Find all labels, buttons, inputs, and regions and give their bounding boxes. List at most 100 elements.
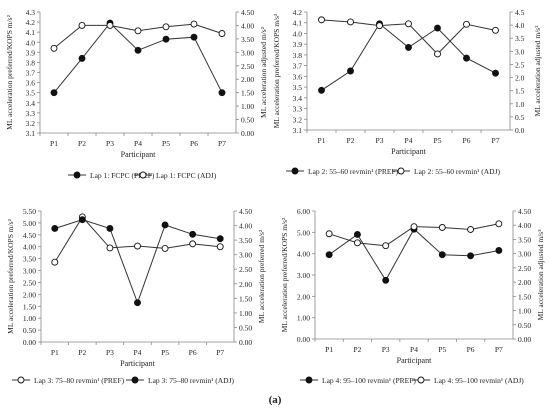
legend-marker	[291, 167, 299, 175]
left-tick-label: 4.2	[26, 18, 36, 27]
series-2-point	[189, 230, 197, 238]
x-axis-title: Participant	[397, 356, 432, 365]
right-tick-label: 1.00	[239, 309, 252, 318]
series-2-point	[382, 242, 390, 250]
left-tick-label: 3.8	[26, 58, 36, 67]
left-tick-label: 4.00	[297, 250, 310, 259]
right-tick-label: 4.00	[241, 21, 254, 30]
x-tick-label: P6	[189, 348, 197, 357]
x-tick-label: P3	[106, 348, 114, 357]
x-tick-label: P5	[162, 139, 170, 148]
right-axis-title: ML acceleration adjusted m/s²	[536, 229, 545, 321]
left-tick-label: 4.0	[26, 38, 36, 47]
series-2-point	[106, 21, 114, 29]
series-2-point	[78, 21, 86, 29]
series-1-point	[353, 231, 361, 238]
left-tick-label: 4.0	[293, 29, 303, 38]
series-2-point	[325, 230, 333, 238]
left-tick-label: 2.50	[23, 278, 36, 287]
x-tick-label: P2	[353, 345, 361, 354]
chart-2: 3.13.23.33.43.53.63.73.83.94.04.14.20.00…	[272, 8, 542, 176]
x-tick-label: P2	[347, 136, 355, 145]
left-tick-label: 3.9	[26, 48, 36, 57]
left-tick-label: 3.7	[293, 62, 303, 71]
left-tick-label: 3.6	[26, 79, 36, 88]
left-tick-label: 5.50	[23, 207, 36, 216]
left-tick-label: 0.50	[23, 326, 36, 335]
chart-4: 0.00 1.00 2.00 3.00 4.00 5.00 6.00 0.00 0.50 1.00…	[280, 207, 545, 385]
series-1-point	[51, 258, 59, 266]
series-2-point	[495, 220, 503, 228]
series-2-point	[51, 225, 59, 232]
legend-marker	[73, 171, 81, 179]
series-1-point	[434, 24, 441, 32]
series-1-point	[218, 89, 226, 97]
legend-label: Lap 4: 95–100 revmin¹ (PREF)	[322, 376, 416, 385]
left-tick-label: 3.00	[23, 267, 36, 276]
right-tick-label: 2.5	[515, 60, 525, 69]
right-tick-label: 0.00	[518, 335, 531, 344]
x-tick-label: P5	[434, 136, 442, 145]
series-2-point	[353, 239, 361, 247]
left-tick-label: 3.1	[26, 129, 36, 138]
series-1-point	[162, 35, 170, 43]
left-tick-label: 3.6	[293, 72, 303, 81]
right-tick-label: 2.50	[241, 62, 254, 71]
x-tick-label: P3	[376, 136, 384, 145]
series-1-line	[54, 216, 221, 263]
legend-marker	[131, 376, 139, 384]
left-axis-title: ML acceleration preferred/KOPS m/s²	[280, 217, 289, 332]
series-2-point	[318, 16, 325, 24]
series-2-point	[410, 223, 418, 231]
legend-marker	[397, 167, 405, 175]
right-tick-label: 3.50	[241, 35, 254, 44]
x-tick-label: P2	[78, 348, 86, 357]
right-tick-label: 4.50	[518, 207, 531, 216]
series-2-point	[162, 23, 170, 31]
series-2-point	[467, 226, 475, 233]
right-tick-label: 3.00	[518, 250, 531, 259]
series-2-point	[106, 225, 114, 232]
left-tick-label: 6.00	[297, 207, 310, 216]
right-tick-label: 3.00	[239, 251, 252, 260]
right-tick-label: 2.50	[239, 265, 252, 274]
left-tick-label: 4.1	[293, 19, 303, 28]
x-tick-label: P2	[78, 139, 86, 148]
series-1-point	[50, 89, 58, 97]
series-1-point	[463, 54, 470, 62]
x-tick-label: P7	[216, 348, 224, 357]
legend-label: Lap 3: 75–80 revmin¹ (ADJ)	[148, 376, 234, 385]
chart-1: 3.13.23.33.43.53.63.7 3.83.94.04.14.24.3 0…	[5, 8, 268, 180]
left-tick-label: 3.2	[26, 119, 36, 128]
x-tick-label: P4	[405, 136, 413, 145]
series-1-point	[134, 46, 142, 54]
right-tick-label: 1.00	[518, 307, 531, 316]
x-tick-label: P7	[495, 345, 503, 354]
left-tick-label: 3.8	[293, 51, 303, 60]
x-tick-label: P5	[438, 345, 446, 354]
right-tick-label: 4.00	[239, 222, 252, 231]
series-2-point	[347, 18, 354, 26]
left-tick-label: 4.1	[26, 28, 36, 37]
left-tick-label: 3.3	[293, 105, 303, 114]
x-tick-label: P1	[318, 136, 326, 145]
left-tick-label: 0.00	[297, 335, 310, 344]
left-tick-label: 3.50	[23, 255, 36, 264]
right-tick-label: 3.5	[515, 34, 525, 43]
series-1-point	[382, 276, 390, 284]
x-tick-label: P7	[492, 136, 500, 145]
x-axis-title: Participant	[121, 150, 156, 159]
right-tick-label: 0.50	[239, 323, 252, 332]
left-tick-label: 3.4	[26, 99, 36, 108]
right-tick-label: 2.00	[239, 280, 252, 289]
right-tick-label: 3.50	[239, 236, 252, 245]
legend-label: Lap 1: FCPC (ADJ)	[156, 171, 217, 180]
left-tick-label: 3.7	[26, 69, 36, 78]
legend-label: Lap 2: 55–60 revmin¹ (PREF)	[308, 167, 399, 176]
left-tick-label: 4.3	[26, 8, 36, 17]
series-1-point	[134, 242, 141, 250]
series-1-point	[325, 251, 333, 259]
right-tick-label: 2.00	[518, 278, 531, 287]
x-tick-label: P4	[410, 345, 418, 354]
series-2-point	[216, 235, 224, 243]
